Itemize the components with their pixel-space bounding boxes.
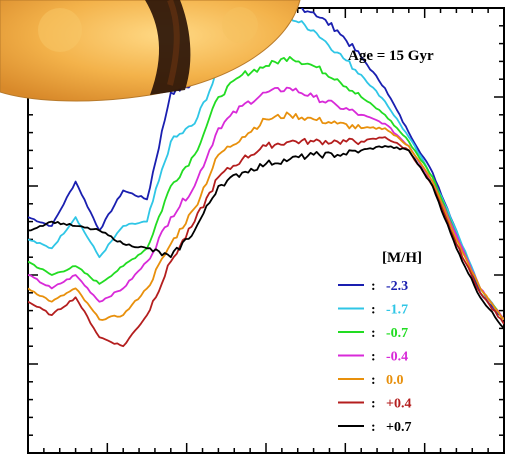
legend-separator: :: [371, 373, 376, 388]
legend-label: -2.3: [386, 279, 408, 294]
sun-image: [0, 0, 301, 102]
legend-label: -0.4: [386, 350, 408, 365]
legend-separator: :: [371, 350, 376, 365]
legend-label: +0.4: [386, 397, 411, 412]
series-line-5: [28, 136, 504, 348]
legend-separator: :: [371, 279, 376, 294]
series-line-6: [28, 145, 504, 330]
series-line-4: [28, 111, 504, 321]
legend-title: [M/H]: [382, 250, 422, 266]
age-annotation: Age = 15 Gyr: [348, 48, 434, 64]
legend-separator: :: [371, 303, 376, 318]
legend: [M/H] : -2.3: -1.7: -0.7: -0.4: 0.0: +0.4: +0.7: [338, 250, 422, 435]
legend-separator: :: [371, 420, 376, 435]
legend-label: -0.7: [386, 326, 408, 341]
legend-label: 0.0: [386, 373, 404, 388]
legend-label: -1.7: [386, 303, 408, 318]
legend-separator: :: [371, 326, 376, 341]
legend-separator: :: [371, 397, 376, 412]
legend-label: +0.7: [386, 420, 411, 435]
series-line-2: [28, 56, 504, 321]
